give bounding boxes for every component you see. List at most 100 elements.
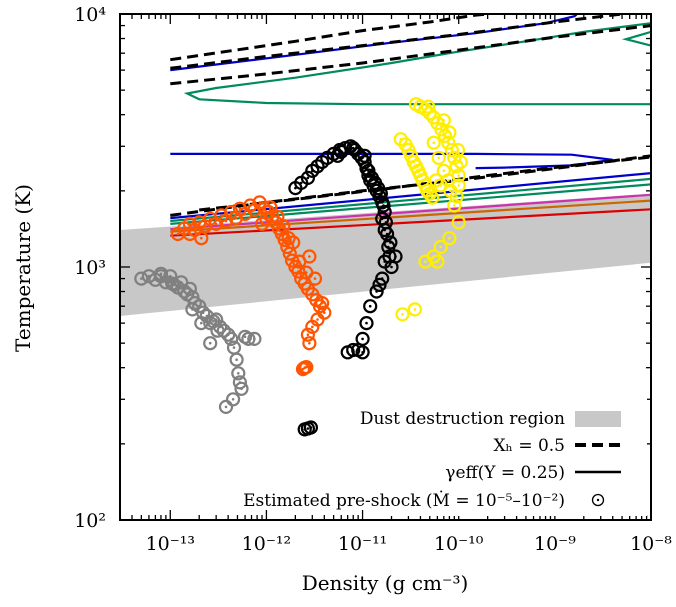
scatter-point <box>300 327 315 342</box>
scatter-point-center <box>212 320 215 323</box>
y-tick-label: 10² <box>74 510 106 532</box>
scatter-point-center <box>308 255 311 258</box>
scatter-point <box>300 170 315 185</box>
scatter-point-center <box>299 181 303 185</box>
scatter-point-center <box>453 204 456 207</box>
scatter-point-center <box>442 169 446 173</box>
gamma-eff-line <box>170 208 651 237</box>
scatter-point-center <box>382 204 385 207</box>
scatter-point-center <box>171 282 174 285</box>
scatter-point <box>355 345 370 360</box>
scatter-point <box>418 254 433 269</box>
scatter-point-center <box>308 341 311 345</box>
x-tick-label: 10⁻¹³ <box>146 533 195 555</box>
scatter-point-center <box>316 318 319 321</box>
scatter-point <box>231 366 246 381</box>
scatter-point-center <box>231 398 235 401</box>
scatter-point <box>134 271 149 286</box>
scatter-point-center <box>434 179 438 182</box>
scatter-point-center <box>363 154 366 158</box>
scatter-point-center <box>457 221 461 224</box>
scatter-point <box>451 215 466 230</box>
scatter-point <box>182 281 197 296</box>
xh-dashed-line <box>170 14 623 70</box>
scatter-point <box>436 113 451 128</box>
scatter-point <box>447 198 462 213</box>
scatter-point <box>418 102 433 117</box>
scatter-point-center <box>214 222 218 226</box>
xh-dashed-line <box>199 155 651 212</box>
scatter-point-center <box>313 277 317 280</box>
x-tick-label: 10⁻¹² <box>242 533 291 555</box>
scatter-point-center <box>232 346 236 349</box>
scatter-point-center <box>260 222 264 226</box>
x-axis-label: Density (g cm⁻³) <box>302 571 469 595</box>
scatter-point <box>375 271 390 286</box>
scatter-point <box>247 331 262 346</box>
scatter-point-center <box>413 308 417 311</box>
scatter-point <box>433 239 448 255</box>
scatter-point-center <box>200 236 203 240</box>
scatter-point <box>383 235 398 250</box>
scatter-point-center <box>224 405 228 409</box>
scatter-point-center <box>306 176 310 180</box>
scatter-point-center <box>379 192 383 195</box>
scatter-point-center <box>383 260 387 263</box>
scatter-point-center <box>383 228 387 232</box>
scatter-point <box>194 316 209 331</box>
scatter-point-center <box>140 277 143 280</box>
scatter-point <box>226 392 241 407</box>
legend: Dust destruction region Xₕ = 0.5 γeff(Y … <box>243 398 647 516</box>
scatter-point-center <box>253 337 256 341</box>
scatter-point-center <box>390 265 393 269</box>
scatter-point-center <box>311 325 314 329</box>
scatter-point <box>442 125 457 140</box>
scatter-point-center <box>432 141 436 144</box>
scatter-point-center <box>179 281 183 284</box>
scatter-point-center <box>208 341 212 345</box>
scatter-point-center <box>368 304 372 308</box>
scatter-series-2 <box>288 139 403 437</box>
scatter-point <box>357 148 372 163</box>
scatter-point <box>431 150 446 165</box>
scatter-point-center <box>323 311 326 315</box>
gamma-eff-line <box>170 152 613 170</box>
scatter-point-center <box>237 372 240 375</box>
scatter-point-center <box>243 212 247 216</box>
scatter-point-center <box>401 313 404 316</box>
scatter-point-center <box>436 260 439 263</box>
scatter-point-center <box>351 146 355 150</box>
scatter-point-center <box>457 174 461 177</box>
scatter-point-center <box>447 141 450 144</box>
scatter-point <box>425 190 440 205</box>
scatter-point-center <box>430 196 434 199</box>
scatter-point-center <box>380 201 384 204</box>
scatter-point-center <box>442 119 446 122</box>
scatter-point <box>302 336 317 351</box>
scatter-point <box>210 323 225 338</box>
scatter-point <box>377 204 392 220</box>
scatter-point <box>299 360 314 375</box>
x-tick-label: 10⁻⁹ <box>534 533 576 555</box>
scatter-point <box>165 276 180 291</box>
scatter-point <box>442 231 457 246</box>
scatter-point <box>426 135 441 150</box>
scatter-point <box>369 284 384 299</box>
scatter-point <box>234 381 249 396</box>
x-tick-label: 10⁻¹⁰ <box>434 533 484 555</box>
scatter-point <box>254 216 270 231</box>
scatter-point-center <box>449 189 452 193</box>
scatter-point <box>428 173 444 188</box>
gamma-eff-line <box>170 199 651 233</box>
scatter-point-center <box>269 206 272 209</box>
scatter-point <box>303 420 318 435</box>
scatter-point <box>315 296 330 311</box>
scatter-point <box>302 249 317 264</box>
scatter-point <box>376 198 391 213</box>
scatter-point <box>281 231 296 246</box>
scatter-point-center <box>437 156 441 160</box>
legend-swatch-preshock-dot <box>596 498 600 502</box>
scatter-point <box>363 299 378 314</box>
scatter-point <box>276 219 291 234</box>
scatter-point-center <box>200 321 203 325</box>
